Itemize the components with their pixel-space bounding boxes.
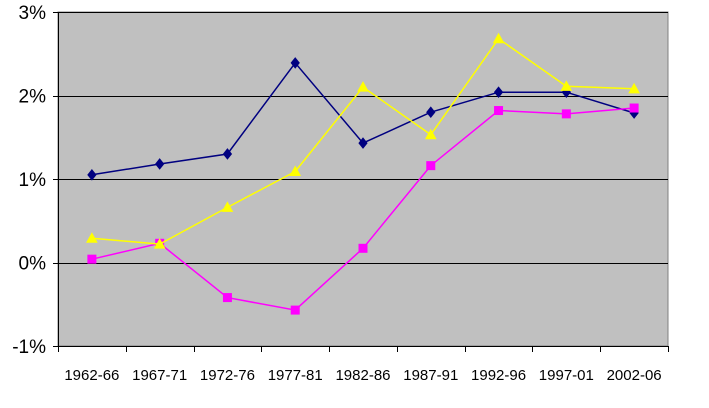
data-point-triangle xyxy=(357,81,369,92)
x-tick-label: 1962-66 xyxy=(64,367,119,384)
gridlines xyxy=(58,12,668,264)
series-lines xyxy=(86,32,640,315)
series-2 xyxy=(87,103,639,315)
data-point-square xyxy=(87,254,97,264)
data-point-square xyxy=(561,109,571,119)
data-point-diamond xyxy=(358,137,368,149)
data-point-square xyxy=(290,305,300,315)
x-axis-tick-labels: 1962-66 1967-71 1972-76 1977-81 1982-86 1987-… xyxy=(64,367,661,384)
data-point-square xyxy=(629,103,639,113)
x-tick-label: 1972-76 xyxy=(200,367,255,384)
y-axis-tick-labels: -1% 0% 1% 2% 3% xyxy=(12,3,46,358)
data-point-diamond xyxy=(493,86,504,98)
x-tick-label: 1967-71 xyxy=(132,367,187,384)
data-point-square xyxy=(426,161,436,171)
data-point-square xyxy=(358,243,368,253)
data-point-triangle xyxy=(221,201,234,212)
data-point-triangle xyxy=(560,80,573,91)
y-tick-label: -1% xyxy=(12,337,46,358)
x-tick-label: 1992-96 xyxy=(471,367,526,384)
x-tick-label: 1997-01 xyxy=(539,367,594,384)
data-point-triangle xyxy=(153,238,166,249)
data-point-triangle xyxy=(492,32,505,44)
data-point-square xyxy=(222,293,232,303)
x-tick-label: 1987-91 xyxy=(403,367,458,384)
y-tick-label: 0% xyxy=(19,254,47,275)
data-point-diamond xyxy=(87,169,97,181)
x-tick-label: 1977-81 xyxy=(268,367,323,384)
data-point-triangle xyxy=(86,232,98,243)
data-point-diamond xyxy=(426,106,436,119)
series-3 xyxy=(86,32,640,249)
y-tick-label: 2% xyxy=(19,87,47,108)
axes xyxy=(53,12,669,352)
data-point-diamond xyxy=(155,158,165,170)
data-point-triangle xyxy=(289,165,302,176)
x-tick-label: 2002-06 xyxy=(607,367,662,384)
x-tick-label: 1982-86 xyxy=(335,367,390,384)
data-point-square xyxy=(494,106,504,116)
data-point-diamond xyxy=(222,148,233,160)
data-point-diamond xyxy=(290,57,300,69)
data-point-triangle xyxy=(628,82,640,94)
data-point-triangle xyxy=(424,128,437,140)
y-tick-label: 3% xyxy=(19,3,47,24)
y-tick-label: 1% xyxy=(19,170,47,191)
